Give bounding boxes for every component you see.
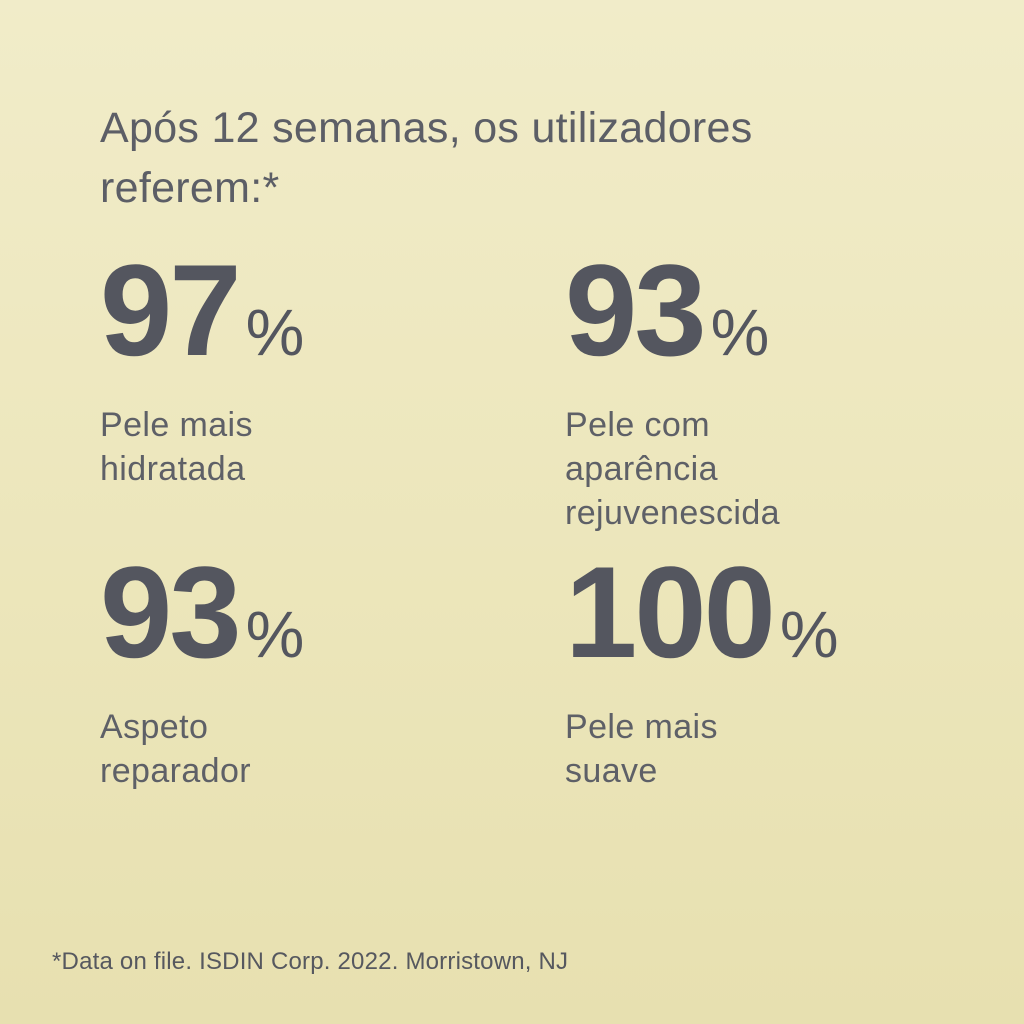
stat-repairing-aspect: 93% Aspeto reparador: [100, 547, 304, 793]
stat-label-line: Pele mais: [565, 708, 718, 746]
stat-label-line: reparador: [100, 752, 252, 790]
stat-label-line: Pele mais: [100, 406, 253, 444]
stat-label-line: Pele com: [565, 406, 710, 444]
percent-number: 97: [100, 237, 242, 383]
stat-label-line: hidratada: [100, 450, 246, 488]
percent-number: 100: [565, 539, 776, 685]
stat-label: Pele mais suave: [565, 705, 839, 793]
percent-number: 93: [565, 237, 707, 383]
percent-sign: %: [710, 295, 770, 369]
stat-value: 100%: [565, 547, 839, 699]
percent-sign: %: [245, 597, 305, 671]
stat-rejuvenated-skin: 93% Pele com aparência rejuvenescida: [565, 245, 780, 535]
stat-label: Pele com aparência rejuvenescida: [565, 403, 780, 535]
stat-value: 93%: [565, 245, 780, 397]
stat-label-line: suave: [565, 752, 658, 790]
stat-label-line: rejuvenescida: [565, 494, 780, 532]
percent-number: 93: [100, 539, 242, 685]
footnote-text: *Data on file. ISDIN Corp. 2022. Morrist…: [52, 948, 569, 975]
stat-label: Pele mais hidratada: [100, 403, 304, 491]
stat-hydrated-skin: 97% Pele mais hidratada: [100, 245, 304, 491]
stat-smoother-skin: 100% Pele mais suave: [565, 547, 839, 793]
stat-value: 97%: [100, 245, 304, 397]
headline-line-2: referem:*: [100, 164, 280, 212]
headline: Após 12 semanas, os utilizadores referem…: [100, 98, 753, 218]
stat-label-line: aparência: [565, 450, 718, 488]
stat-value: 93%: [100, 547, 304, 699]
headline-line-1: Após 12 semanas, os utilizadores: [100, 104, 753, 152]
stat-label-line: Aspeto: [100, 708, 209, 746]
stat-label: Aspeto reparador: [100, 705, 304, 793]
percent-sign: %: [245, 295, 305, 369]
percent-sign: %: [779, 597, 839, 671]
